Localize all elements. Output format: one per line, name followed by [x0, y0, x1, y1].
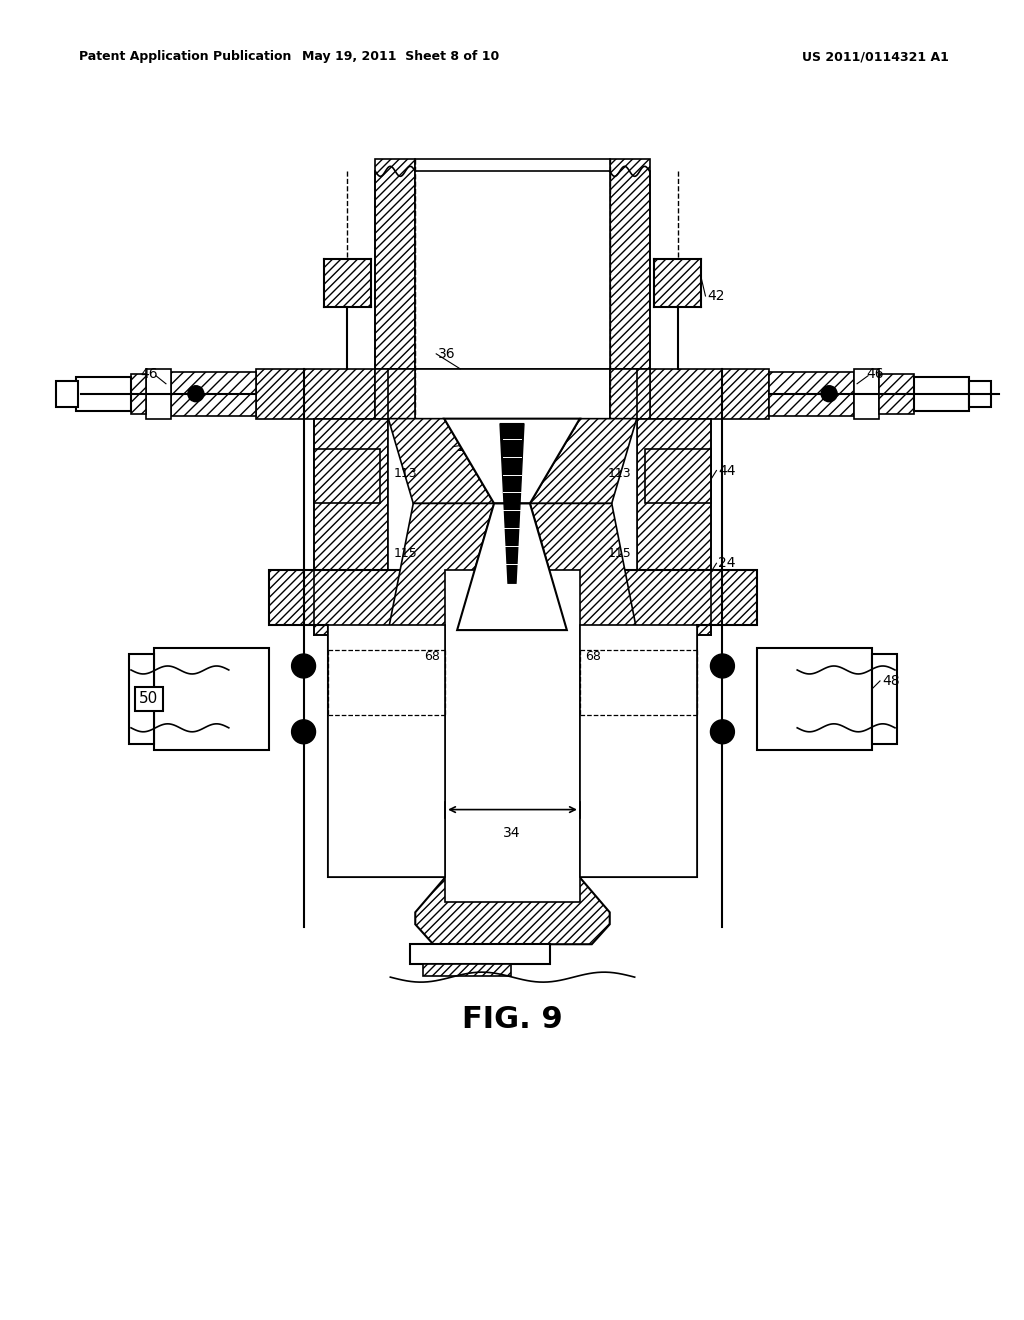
Polygon shape — [645, 449, 712, 503]
Polygon shape — [444, 418, 580, 503]
Polygon shape — [268, 570, 758, 903]
Polygon shape — [388, 503, 494, 630]
Polygon shape — [416, 878, 609, 944]
Polygon shape — [154, 648, 268, 750]
Bar — [913, 376, 969, 411]
Polygon shape — [388, 368, 416, 418]
Text: 46: 46 — [866, 367, 884, 380]
Text: Patent Application Publication: Patent Application Publication — [79, 50, 292, 63]
Bar — [388, 418, 637, 635]
Bar — [872, 653, 897, 743]
Polygon shape — [388, 418, 494, 503]
Circle shape — [292, 719, 315, 743]
Polygon shape — [649, 368, 769, 418]
Text: 68: 68 — [424, 649, 440, 663]
Text: US 2011/0114321 A1: US 2011/0114321 A1 — [802, 50, 949, 63]
Text: 50: 50 — [139, 692, 159, 706]
Polygon shape — [769, 372, 854, 416]
Bar — [411, 944, 550, 964]
Polygon shape — [146, 368, 171, 418]
Polygon shape — [500, 424, 524, 583]
Text: 115: 115 — [608, 546, 632, 560]
Bar — [423, 964, 511, 977]
Text: 68: 68 — [585, 649, 601, 663]
Text: 115: 115 — [393, 546, 417, 560]
Polygon shape — [637, 418, 712, 635]
Bar — [580, 626, 697, 878]
Text: 146: 146 — [455, 440, 481, 454]
Text: 34: 34 — [503, 825, 521, 840]
Text: 113: 113 — [608, 467, 632, 480]
Circle shape — [187, 385, 204, 401]
Polygon shape — [131, 374, 146, 413]
Polygon shape — [256, 368, 376, 418]
Bar — [416, 368, 609, 418]
Polygon shape — [376, 368, 416, 418]
Text: 24: 24 — [719, 556, 736, 570]
Polygon shape — [530, 418, 637, 503]
Bar — [76, 376, 131, 411]
Circle shape — [821, 385, 837, 401]
Polygon shape — [854, 368, 879, 418]
Polygon shape — [879, 374, 913, 413]
Text: 36: 36 — [438, 347, 456, 360]
Bar — [416, 160, 609, 368]
Text: 44: 44 — [719, 463, 736, 478]
Polygon shape — [313, 449, 380, 503]
Polygon shape — [457, 503, 567, 630]
Polygon shape — [313, 418, 388, 635]
Text: May 19, 2011  Sheet 8 of 10: May 19, 2011 Sheet 8 of 10 — [302, 50, 499, 63]
Polygon shape — [171, 372, 256, 416]
Text: 42: 42 — [708, 289, 725, 304]
Polygon shape — [758, 648, 872, 750]
Bar — [56, 380, 78, 407]
Bar — [329, 626, 445, 878]
Text: 48: 48 — [882, 675, 900, 688]
Polygon shape — [376, 160, 416, 368]
Text: 46: 46 — [140, 367, 158, 380]
Polygon shape — [609, 160, 649, 368]
Circle shape — [711, 653, 734, 678]
Polygon shape — [653, 259, 701, 308]
Polygon shape — [609, 368, 649, 418]
Text: 113: 113 — [393, 467, 417, 480]
Bar — [969, 380, 990, 407]
Polygon shape — [609, 368, 637, 418]
Polygon shape — [530, 503, 637, 630]
Circle shape — [711, 719, 734, 743]
Bar — [445, 570, 580, 903]
Circle shape — [292, 653, 315, 678]
Text: FIG. 9: FIG. 9 — [462, 1005, 562, 1034]
Polygon shape — [324, 259, 372, 308]
Bar — [129, 653, 154, 743]
